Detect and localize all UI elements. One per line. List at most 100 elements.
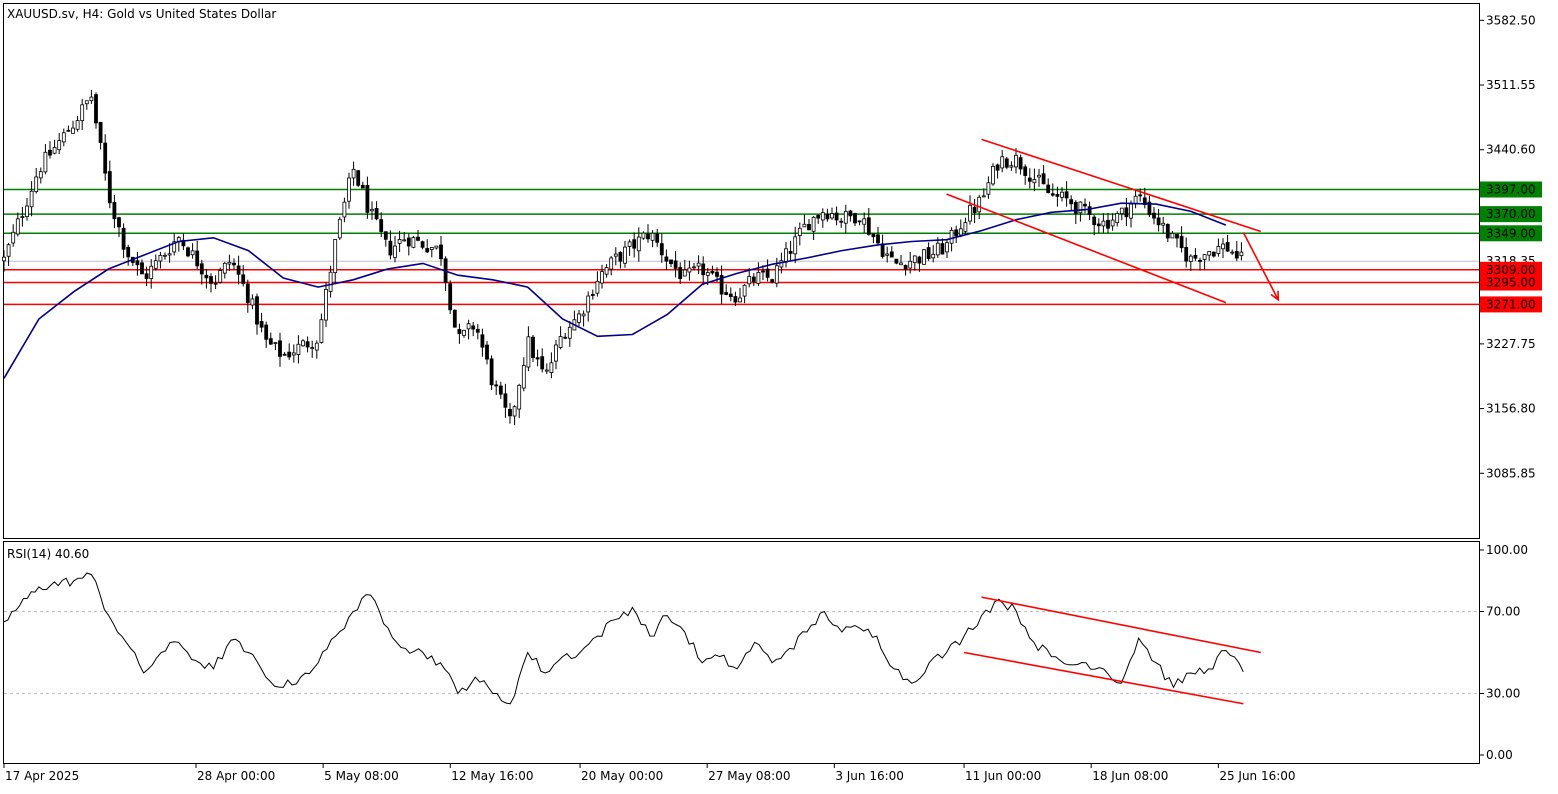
- candle-bull: [986, 182, 991, 195]
- candle-bull: [604, 267, 609, 275]
- candle-bull: [370, 208, 374, 212]
- candle-bull: [342, 201, 347, 218]
- time-tick-label: 25 Jun 16:00: [1219, 769, 1295, 783]
- candle-bear: [926, 247, 931, 260]
- candle-bull: [1115, 213, 1120, 223]
- candle-bear: [719, 275, 724, 295]
- candle-bear: [457, 329, 462, 335]
- rsi-line: [3, 572, 1244, 705]
- candle-bull: [6, 244, 11, 257]
- candle-bull: [319, 319, 324, 343]
- candle-bull: [641, 232, 646, 239]
- candle-bull: [738, 297, 742, 303]
- candle-bull: [1032, 179, 1037, 184]
- candle-bear: [107, 171, 112, 204]
- candle-bull: [34, 176, 39, 193]
- rsi-axis: 100.00 70.00 30.00 0.00: [1479, 543, 1528, 762]
- price-tick-label: 3440.60: [1486, 143, 1536, 157]
- candle-bull: [600, 271, 604, 284]
- candle-bull: [222, 262, 227, 274]
- candle-bear: [241, 274, 246, 284]
- candle-bear: [1018, 157, 1023, 170]
- candle-bear: [112, 202, 117, 220]
- candle-bear: [140, 262, 144, 275]
- rsi-tick-label: 100.00: [1486, 543, 1528, 557]
- moving-average: [3, 202, 1227, 379]
- price-tick-label: 3227.75: [1486, 337, 1536, 351]
- chart-title: XAUUSD.sv, H4: Gold vs United States Dol…: [7, 7, 276, 21]
- price-panel[interactable]: [3, 3, 1480, 539]
- candle-bull: [301, 340, 305, 347]
- candle-bull: [11, 231, 16, 244]
- candle-bear: [664, 256, 669, 262]
- candle-bear: [213, 282, 218, 285]
- candle-bear: [853, 213, 857, 224]
- channel-lower-line: [946, 193, 1227, 304]
- candle-bear: [655, 233, 660, 243]
- candle-bear: [282, 353, 287, 356]
- candle-bear: [1087, 206, 1092, 215]
- time-tick-label: 28 Apr 00:00: [197, 769, 275, 783]
- candle-bull: [411, 237, 416, 248]
- level-label: 3370.00: [1486, 207, 1536, 221]
- candle-bear: [632, 239, 637, 249]
- candle-bull: [1119, 207, 1124, 215]
- candle-bear: [1198, 260, 1202, 262]
- candle-bull: [784, 248, 788, 263]
- candle-bull: [153, 260, 158, 269]
- candle-bull: [149, 265, 154, 280]
- candle-bear: [287, 351, 292, 358]
- candle-bear: [825, 213, 830, 220]
- candle-bear: [126, 246, 131, 258]
- candle-bear: [485, 344, 489, 360]
- candle-bull: [521, 365, 526, 389]
- candle-bull: [1133, 195, 1138, 205]
- candle-bear: [1041, 173, 1046, 185]
- candle-bull: [250, 298, 255, 306]
- candle-bear: [305, 341, 310, 348]
- candle-bear: [1073, 201, 1078, 214]
- candle-bull: [25, 205, 29, 218]
- candle-bull: [1110, 219, 1115, 227]
- candle-bear: [770, 279, 775, 283]
- candle-bull: [2, 256, 6, 262]
- time-tick-label: 5 May 08:00: [324, 769, 399, 783]
- candle-bull: [397, 239, 402, 244]
- candle-bull: [434, 245, 439, 249]
- projection-arrow-head: [1270, 290, 1280, 302]
- candle-bear: [1234, 251, 1239, 259]
- candle-bull: [57, 140, 62, 151]
- candle-bull: [1000, 156, 1005, 169]
- candle-bull: [38, 171, 43, 179]
- candle-bull: [949, 229, 954, 244]
- time-axis: 17 Apr 2025 28 Apr 00:00 5 May 08:00 12 May…: [3, 763, 1296, 783]
- candle-bear: [917, 256, 922, 264]
- candle-bear: [209, 276, 213, 284]
- candle-bull: [1170, 233, 1175, 239]
- candle-bull: [756, 271, 761, 284]
- candle-bear: [1124, 207, 1129, 218]
- price-channel: [946, 138, 1280, 304]
- candle-bear: [1184, 247, 1189, 262]
- level-label: 3397.00: [1486, 183, 1536, 197]
- candle-bull: [190, 250, 195, 256]
- candle-bear: [701, 263, 706, 276]
- level-label-box: [1480, 296, 1542, 313]
- candle-bear: [728, 293, 733, 298]
- candle-bull: [218, 270, 223, 283]
- rsi-channel-upper-line: [981, 596, 1261, 654]
- candle-bull: [84, 100, 89, 105]
- candle-bear: [360, 184, 365, 189]
- candle-bull: [595, 280, 600, 294]
- candle-bull: [273, 342, 278, 344]
- candle-bull: [462, 329, 466, 336]
- candle-bull: [1239, 251, 1244, 257]
- candle-bear: [563, 336, 568, 339]
- candle-bear: [259, 321, 264, 328]
- candle-bull: [558, 336, 563, 348]
- candle-bear: [1156, 217, 1161, 226]
- candle-bear: [535, 357, 540, 360]
- candle-bear: [1092, 216, 1097, 226]
- candle-bear: [439, 244, 443, 260]
